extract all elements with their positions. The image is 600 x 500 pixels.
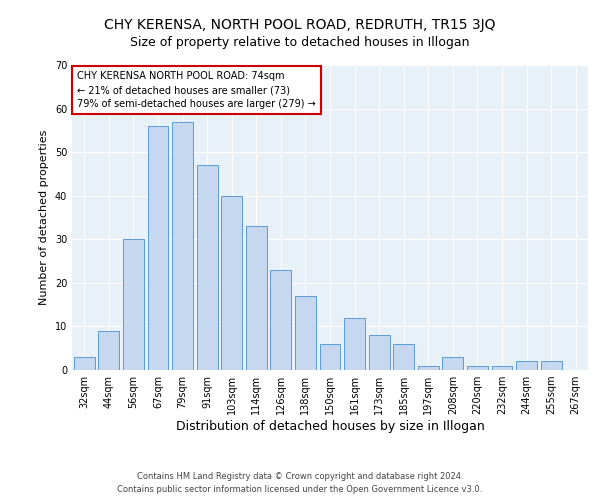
Bar xyxy=(442,357,463,370)
Bar xyxy=(271,270,292,370)
Bar xyxy=(467,366,488,370)
Bar xyxy=(74,357,95,370)
Text: Contains HM Land Registry data © Crown copyright and database right 2024.
Contai: Contains HM Land Registry data © Crown c… xyxy=(118,472,482,494)
Bar xyxy=(368,335,389,370)
Bar xyxy=(516,362,537,370)
Bar xyxy=(541,362,562,370)
Bar xyxy=(344,318,365,370)
Bar xyxy=(393,344,414,370)
Bar xyxy=(320,344,340,370)
Bar xyxy=(246,226,267,370)
Text: CHY KERENSA, NORTH POOL ROAD, REDRUTH, TR15 3JQ: CHY KERENSA, NORTH POOL ROAD, REDRUTH, T… xyxy=(104,18,496,32)
Bar xyxy=(98,331,119,370)
Bar xyxy=(295,296,316,370)
Bar xyxy=(197,165,218,370)
Text: CHY KERENSA NORTH POOL ROAD: 74sqm
← 21% of detached houses are smaller (73)
79%: CHY KERENSA NORTH POOL ROAD: 74sqm ← 21%… xyxy=(77,71,316,109)
Y-axis label: Number of detached properties: Number of detached properties xyxy=(39,130,49,305)
Bar xyxy=(148,126,169,370)
X-axis label: Distribution of detached houses by size in Illogan: Distribution of detached houses by size … xyxy=(176,420,484,433)
Bar xyxy=(123,240,144,370)
Bar xyxy=(221,196,242,370)
Bar xyxy=(491,366,512,370)
Bar xyxy=(418,366,439,370)
Text: Size of property relative to detached houses in Illogan: Size of property relative to detached ho… xyxy=(130,36,470,49)
Bar xyxy=(172,122,193,370)
